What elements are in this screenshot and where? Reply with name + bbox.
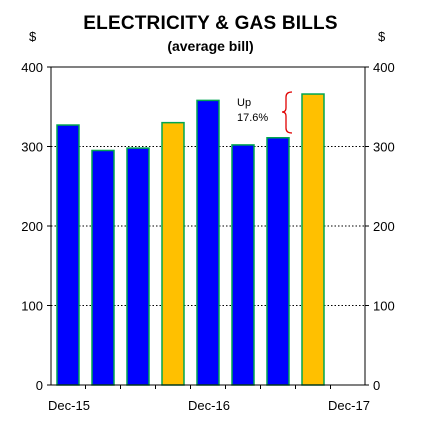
bar bbox=[266, 137, 290, 386]
x-tick-label: Dec-16 bbox=[188, 398, 230, 413]
bar bbox=[301, 93, 325, 386]
y-tick-label-left: 400 bbox=[21, 60, 43, 75]
bar bbox=[91, 149, 115, 386]
y-axis-unit-right: $ bbox=[378, 29, 386, 44]
y-axis-unit-left: $ bbox=[29, 29, 37, 44]
y-tick-label-right: 100 bbox=[373, 299, 395, 314]
y-tick-label-right: 0 bbox=[373, 378, 380, 393]
bar bbox=[161, 121, 185, 386]
chart-subtitle: (average bill) bbox=[167, 38, 254, 54]
plot-frame bbox=[50, 66, 366, 386]
bar bbox=[231, 144, 255, 386]
annotation-bracket bbox=[281, 91, 293, 134]
annotation-line-2: 17.6% bbox=[237, 112, 268, 124]
y-tick-label-right: 300 bbox=[373, 140, 395, 155]
y-tick-label-right: 400 bbox=[373, 60, 395, 75]
bar bbox=[126, 147, 150, 386]
y-tick-label-left: 300 bbox=[21, 140, 43, 155]
bar bbox=[56, 124, 80, 386]
chart-title: ELECTRICITY & GAS BILLS bbox=[83, 13, 338, 34]
y-tick-label-left: 200 bbox=[21, 219, 43, 234]
x-tick-label: Dec-17 bbox=[328, 398, 370, 413]
bar bbox=[196, 99, 220, 386]
annotation-line-1: Up bbox=[237, 97, 251, 109]
x-tick-label: Dec-15 bbox=[48, 398, 90, 413]
y-tick-label-left: 0 bbox=[36, 378, 43, 393]
y-tick-label-right: 200 bbox=[373, 219, 395, 234]
y-tick-label-left: 100 bbox=[21, 299, 43, 314]
